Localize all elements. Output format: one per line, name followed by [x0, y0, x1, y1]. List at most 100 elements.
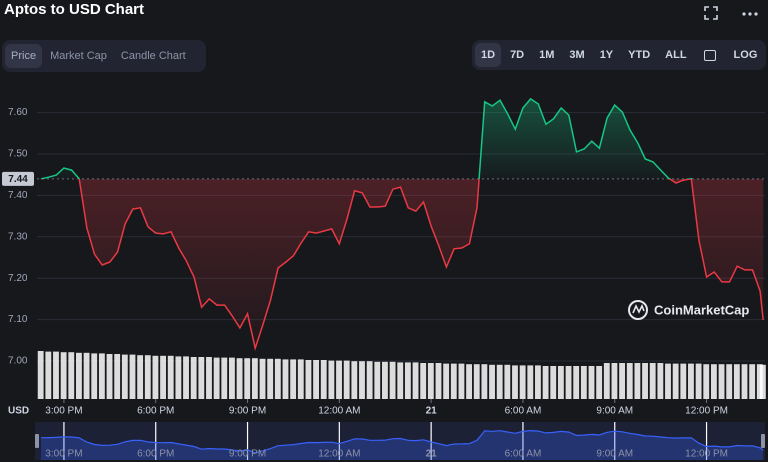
volume-bar — [695, 363, 702, 399]
volume-bar — [190, 357, 197, 399]
volume-bar — [435, 363, 442, 399]
watermark-logo — [628, 300, 648, 320]
fullscreen-icon[interactable] — [704, 6, 718, 20]
volume-bar — [450, 363, 457, 399]
volume-bar — [619, 363, 626, 399]
y-tick-label: 7.10 — [8, 314, 28, 325]
volume-bar — [759, 364, 766, 399]
calendar-button[interactable] — [703, 49, 716, 61]
range-selector: 1D 7D 1M 3M 1Y YTD ALL LOG — [472, 40, 766, 70]
volume-bar — [542, 366, 549, 399]
volume-bar — [313, 360, 320, 399]
volume-bar — [580, 366, 587, 399]
volume-bar — [274, 358, 281, 399]
navigator-tick-label: 9:00 PM — [229, 449, 266, 460]
volume-bar — [53, 351, 59, 399]
volume-bar — [76, 352, 82, 399]
volume-bar — [473, 364, 480, 399]
volume-bar — [328, 360, 335, 399]
volume-bar — [649, 363, 656, 399]
range-button[interactable]: 1D — [475, 43, 502, 67]
volume-bar — [504, 364, 511, 399]
y-tick-label: 7.50 — [8, 149, 28, 160]
volume-bar — [389, 361, 396, 399]
range-button[interactable]: 7D — [510, 49, 525, 61]
range-button[interactable]: ALL — [665, 49, 687, 61]
volume-bar — [183, 356, 189, 399]
y-tick-label: 7.00 — [8, 356, 28, 367]
volume-bar — [420, 363, 427, 399]
volume-bar — [366, 361, 373, 399]
volume-bar — [121, 354, 128, 399]
volume-bar — [672, 363, 679, 399]
volume-bar — [397, 362, 404, 399]
range-button[interactable]: 1Y — [599, 49, 614, 61]
volume-bar — [588, 366, 595, 399]
y-tick-label: 7.40 — [8, 190, 28, 201]
volume-bar — [336, 360, 342, 399]
volume-bar — [527, 365, 534, 399]
volume-bar — [267, 358, 274, 399]
volume-bar — [626, 363, 633, 399]
watermark-logo-mark — [632, 304, 645, 314]
chart-title: Aptos to USD Chart — [4, 1, 144, 18]
range-button[interactable]: 1M — [539, 49, 555, 61]
volume-bar — [60, 352, 67, 399]
y-tick-label: 7.20 — [8, 273, 28, 284]
volume-bar — [596, 366, 603, 399]
navigator-tick-label: 6:00 AM — [505, 449, 542, 460]
volume-bar — [726, 364, 733, 399]
chart-tab[interactable]: Candle Chart — [120, 50, 186, 62]
range-button[interactable]: 3M — [569, 49, 585, 61]
watermark: CoinMarketCap — [654, 302, 749, 317]
volume-bar — [236, 358, 243, 399]
navigator-tick-label: 6:00 PM — [137, 449, 174, 460]
volume-bar — [404, 362, 411, 399]
volume-bar — [634, 363, 641, 399]
more-icon[interactable] — [742, 6, 758, 20]
volume-bar — [320, 360, 327, 399]
volume-bar — [206, 357, 212, 399]
x-tick-label: 6:00 PM — [137, 406, 174, 417]
volume-bar — [466, 364, 473, 399]
volume-bar — [45, 351, 52, 399]
chart-tab[interactable]: Price — [5, 44, 43, 68]
y-tick-label: 7.30 — [8, 231, 28, 242]
volume-bar — [259, 358, 266, 399]
volume-bar — [427, 363, 434, 399]
volume-bar — [657, 363, 664, 399]
navigator-handle[interactable] — [35, 434, 39, 448]
volume-bar — [305, 360, 312, 399]
volume-bar — [412, 362, 419, 399]
x-tick-label: 9:00 AM — [596, 406, 633, 417]
volume-bar — [244, 358, 251, 399]
volume-bar — [603, 363, 610, 399]
price-tag-bg — [2, 171, 34, 186]
volume-bar — [443, 363, 450, 399]
log-toggle[interactable]: LOG — [733, 49, 758, 61]
volume-bar — [703, 364, 710, 399]
range-button[interactable]: YTD — [628, 49, 651, 61]
volume-bar — [106, 354, 113, 399]
volume-bar — [756, 364, 763, 399]
x-tick-label: 3:00 PM — [45, 406, 82, 417]
volume-bar — [741, 364, 748, 399]
volume-bar — [718, 364, 725, 399]
chart-tab[interactable]: Market Cap — [50, 50, 107, 62]
volume-bar — [98, 353, 105, 399]
volume-bar — [137, 355, 144, 399]
volume-bar — [489, 364, 495, 399]
volume-bar — [343, 360, 350, 399]
x-tick-label: 6:00 AM — [505, 406, 542, 417]
volume-bar — [749, 364, 756, 399]
volume-bar — [198, 357, 205, 399]
volume-bar — [175, 356, 182, 399]
navigator-handle[interactable] — [761, 434, 765, 448]
volume-bar — [374, 361, 381, 399]
navigator-tick-label: 9:00 AM — [596, 449, 633, 460]
volume-bar — [710, 364, 717, 399]
currency-label: USD — [8, 406, 29, 417]
volume-bar — [512, 365, 518, 399]
volume-bar — [359, 361, 365, 399]
volume-bar — [144, 355, 151, 399]
